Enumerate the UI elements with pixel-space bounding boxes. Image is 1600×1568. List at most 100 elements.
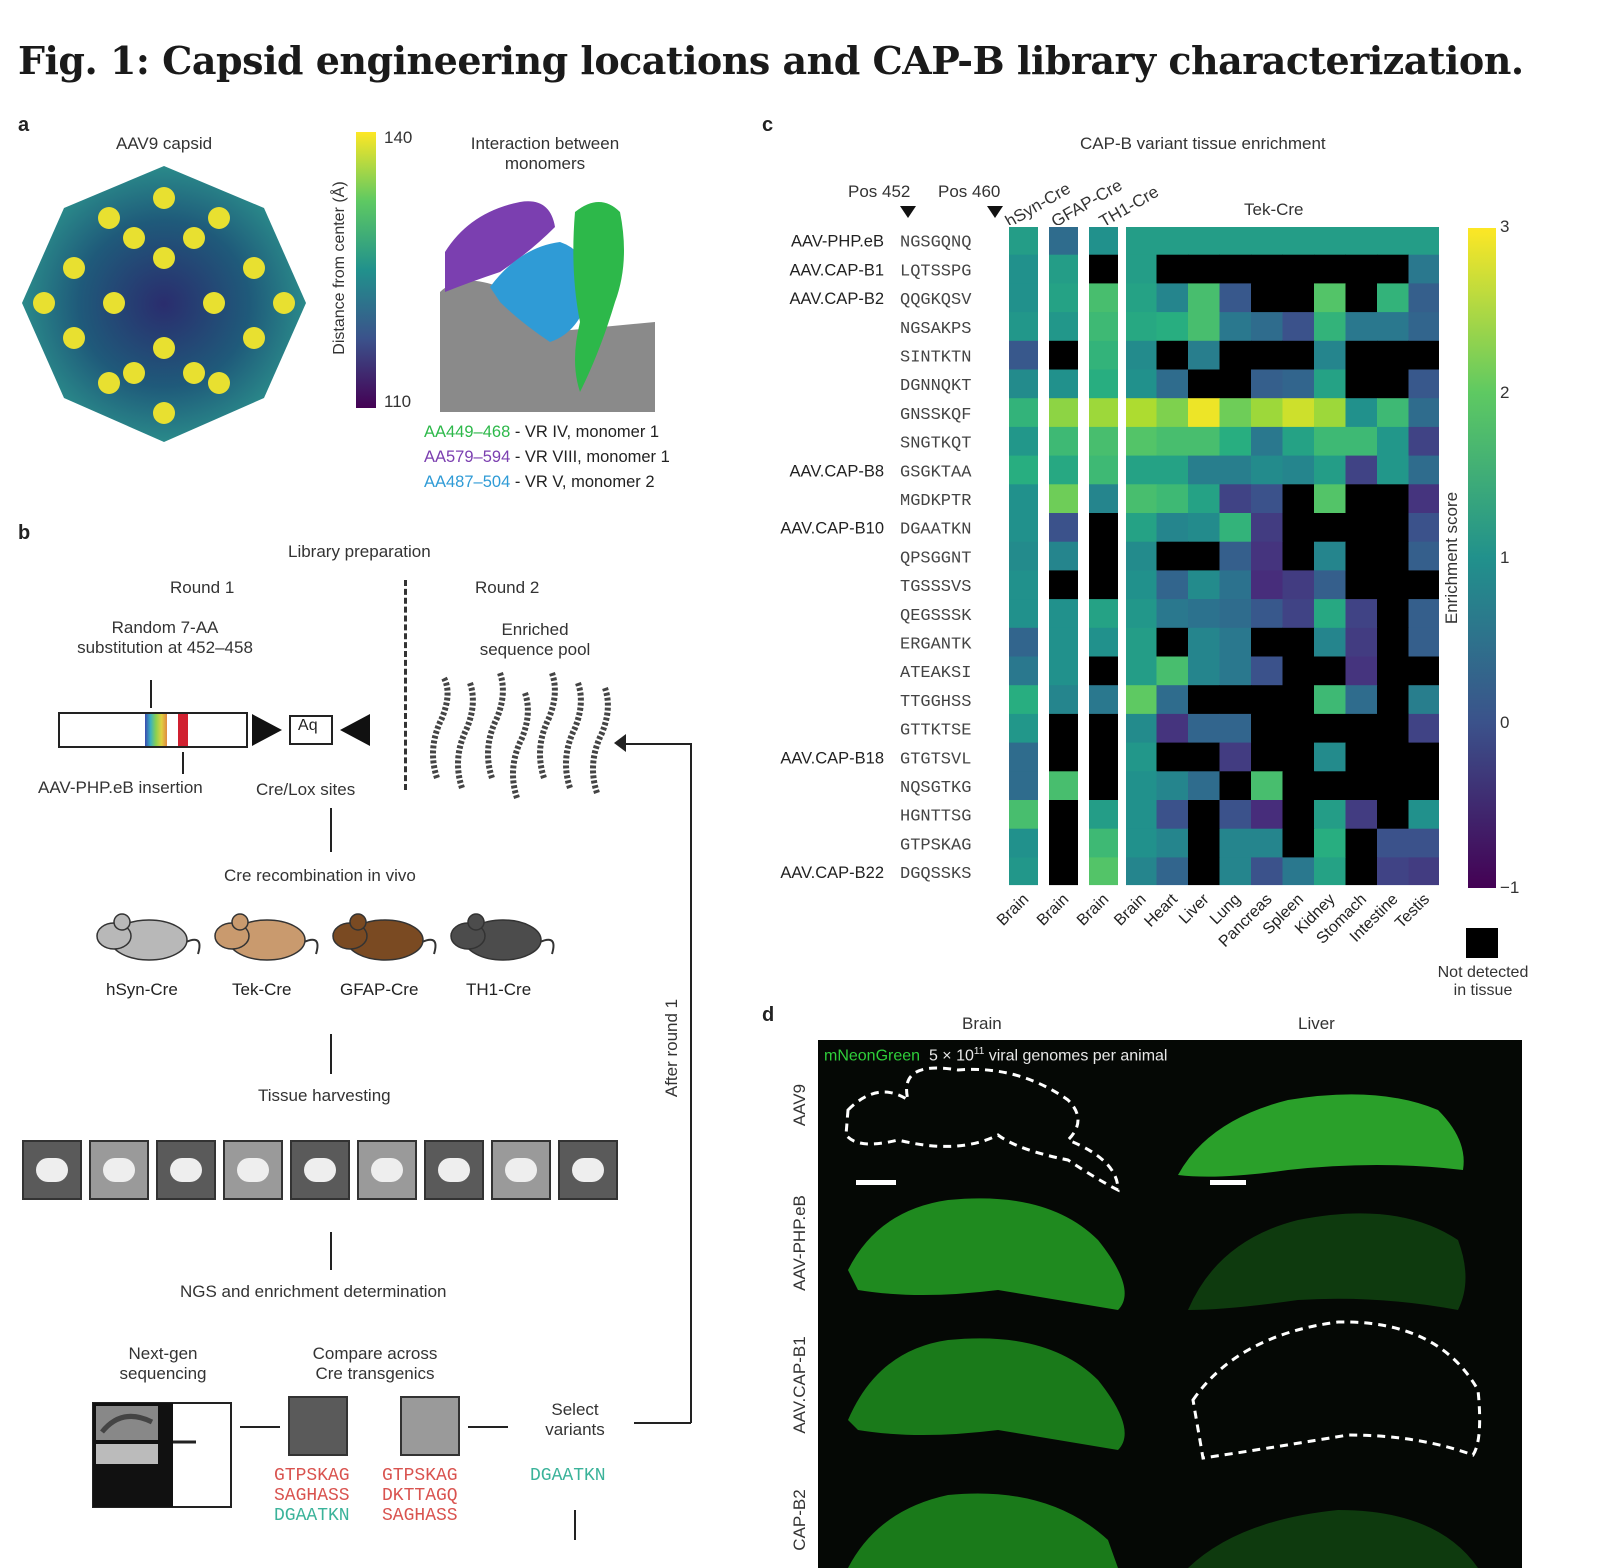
- heatmap-cell: [1008, 857, 1040, 887]
- heatmap-cell: [1008, 771, 1040, 801]
- heatmap-cell: [1048, 570, 1080, 600]
- heatmap-cell: [1377, 627, 1409, 657]
- heatmap-cell: [1008, 541, 1040, 571]
- flow-arrow-3: [330, 1232, 332, 1270]
- heatmap-cell: [1008, 484, 1040, 514]
- row-sequence-label: DGNNQKT: [900, 377, 971, 396]
- brain-tile-compare: [288, 1396, 348, 1456]
- heatmap-cell: [1314, 513, 1346, 543]
- row-sequence-label: DGAATKN: [900, 521, 971, 540]
- heatmap-cell: [1345, 857, 1378, 887]
- heatmap-cell: [1219, 226, 1252, 256]
- heatmap-cell: [1048, 513, 1080, 543]
- heatmap-cell: [1377, 857, 1409, 887]
- panel-a-label: a: [18, 114, 30, 136]
- flow-arrow-1: [330, 808, 332, 852]
- row-sequence-label: GTTKTSE: [900, 722, 971, 741]
- row-sequence-label: MGDKPTR: [900, 492, 971, 511]
- column-label: Liver: [1176, 890, 1213, 927]
- heatmap-cell: [1408, 369, 1441, 399]
- heatmap-cell: [1125, 513, 1157, 543]
- heatmap-cell: [1314, 484, 1346, 514]
- heatmap-cell: [1156, 713, 1189, 744]
- heatmap-cell: [1314, 283, 1346, 313]
- heatmap-cell: [1408, 685, 1441, 715]
- heatmap-cell: [1188, 800, 1220, 830]
- panel-d-label: d: [762, 1004, 775, 1026]
- row-sequence-label: SNGTKQT: [900, 435, 971, 454]
- heatmap-cell: [1408, 713, 1441, 744]
- heatmap-cell: [1251, 369, 1283, 399]
- heatmap-cell: [1008, 599, 1040, 629]
- heatmap-cell: [1125, 340, 1157, 370]
- heatmap-cell: [1377, 283, 1409, 313]
- heatmap-cell: [1377, 398, 1409, 428]
- heatmap-cell: [1408, 742, 1441, 772]
- legend-row-vr5: AA487–504 - VR V, monomer 2: [424, 473, 655, 491]
- mouse-icon-th1-cre: [450, 913, 555, 961]
- heatmap-cell: [1251, 254, 1283, 284]
- heatmap-cell: [1314, 455, 1346, 485]
- feedback-arrow-line: [690, 743, 692, 1423]
- heatmap-cell: [1282, 742, 1315, 772]
- heatmap-cell: [1345, 599, 1378, 629]
- mouse-label-gfap: GFAP-Cre: [340, 980, 419, 999]
- tissue-tile-7: [424, 1140, 484, 1200]
- brain-capb1: [848, 1338, 1125, 1450]
- insertion-label: AAV-PHP.eB insertion: [38, 778, 203, 797]
- round2-label: Round 2: [475, 578, 540, 597]
- liver-tile-compare: [400, 1396, 460, 1456]
- microscopy-caption: mNeonGreen 5 × 1011 viral genomes per an…: [824, 1046, 1168, 1065]
- crelox-label: Cre/Lox sites: [256, 780, 356, 799]
- row-sequence-label: GSGKTAA: [900, 463, 972, 482]
- capsid-gene-construct: [58, 712, 248, 748]
- heatmap-cell: [1125, 283, 1157, 313]
- enrichment-heatmap: AAV-PHP.eB NGSGQNQ AAV.CAP-B1 LQTSSPG AAV.CA…: [780, 225, 1441, 951]
- heatmap-cell: [1088, 541, 1120, 571]
- heatmap-cell: [1188, 254, 1220, 284]
- heatmap-group-border: [1007, 225, 1040, 888]
- heatmap-cell: [1314, 857, 1346, 887]
- pos452-marker: [900, 206, 916, 218]
- heatmap-cell: [1188, 283, 1220, 313]
- heatmap-cell: [1345, 742, 1378, 772]
- heatmap-cell: [1048, 828, 1080, 858]
- heatmap-cell: [1188, 513, 1220, 543]
- not-detected-swatch: [1466, 928, 1498, 958]
- heatmap-cell: [1251, 226, 1283, 256]
- heatmap-cell: [1219, 742, 1252, 772]
- heatmap-cell: [1048, 254, 1080, 284]
- heatmap-cell: [1188, 455, 1220, 485]
- heatmap-cell: [1156, 627, 1189, 657]
- heatmap-cell: [1345, 656, 1378, 686]
- round1-label: Round 1: [170, 578, 235, 597]
- interaction-title: Interaction between monomers: [470, 134, 620, 173]
- col-brain-label: Brain: [962, 1014, 1002, 1033]
- heatmap-cell: [1219, 283, 1252, 313]
- heatmap-cell: [1251, 713, 1283, 744]
- row-sequence-label: GTPSKAG: [900, 836, 971, 855]
- heatmap-cell: [1188, 771, 1220, 801]
- heatmap-cell: [1408, 226, 1441, 256]
- heatmap-cell: [1377, 455, 1409, 485]
- heatmap-cell: [1156, 656, 1189, 686]
- heatmap-cell: [1408, 771, 1441, 801]
- heatmap-cell: [1219, 398, 1252, 428]
- heatmap-cell: [1008, 742, 1040, 772]
- heatmap-cell: [1008, 800, 1040, 830]
- liver-capb2: [1188, 1510, 1478, 1568]
- heatmap-cell: [1282, 426, 1315, 457]
- row-label-phpeb: AAV-PHP.eB: [790, 1195, 809, 1291]
- enrichment-tick-2: 2: [1500, 383, 1510, 402]
- mouse-label-tek: Tek-Cre: [232, 980, 292, 999]
- heatmap-cell: [1125, 685, 1157, 715]
- heatmap-cell: [1282, 312, 1315, 342]
- heatmap-cell: [1088, 513, 1120, 543]
- heatmap-cell: [1345, 283, 1378, 313]
- heatmap-cell: [1188, 742, 1220, 772]
- heatmap-cell: [1282, 455, 1315, 485]
- mouse-label-hsyn: hSyn-Cre: [106, 980, 178, 999]
- row-label-capb2: CAP-B2: [790, 1489, 809, 1551]
- panel-c-label: c: [762, 114, 774, 136]
- heatmap-cell: [1156, 398, 1189, 428]
